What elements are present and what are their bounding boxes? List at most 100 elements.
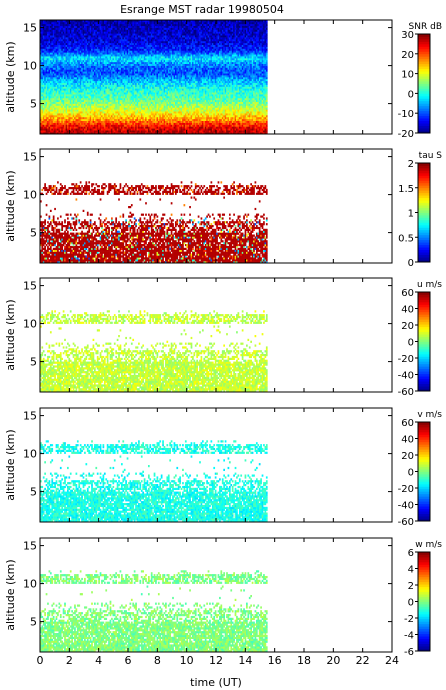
heatmap-cell [138,88,140,91]
heatmap-cell [130,86,133,89]
heatmap-cell [192,107,194,110]
heatmap-cell [204,99,207,102]
heatmap-cell [187,90,190,93]
heatmap-cell [257,88,260,91]
heatmap-cell [68,124,71,127]
heatmap-cell [75,122,78,125]
heatmap-cell [264,132,267,135]
heatmap-cell [108,84,110,87]
heatmap-cell [243,103,245,106]
heatmap-cell [40,120,42,123]
heatmap-cell [152,122,154,125]
heatmap-cell [162,97,164,101]
heatmap-cell [40,107,42,110]
heatmap-cell [247,88,250,91]
heatmap-cell [219,111,221,114]
heatmap-cell [86,132,89,135]
heatmap-cell [184,118,187,121]
heatmap-cell [81,94,83,97]
heatmap-cell [81,97,83,101]
heatmap-cell [179,94,181,97]
heatmap-cell [253,118,255,121]
heatmap-cell [220,86,223,89]
heatmap-cell [92,132,95,135]
heatmap-cell [72,92,75,95]
heatmap-cell [55,94,58,97]
heatmap-cell [265,126,268,129]
heatmap-cell [211,105,214,108]
heatmap-cell [213,120,216,123]
heatmap-cell [128,99,130,102]
heatmap-cell [132,103,135,106]
heatmap-cell [42,109,45,112]
heatmap-cell [201,109,204,112]
heatmap-cell [162,132,164,135]
heatmap-cell [84,120,86,123]
heatmap-cell [220,96,223,99]
heatmap-cell [201,122,204,125]
heatmap-cell [192,113,194,116]
heatmap-cell [265,132,268,135]
heatmap-cell [251,97,254,101]
heatmap-cell [230,132,233,135]
heatmap-cell [246,132,248,135]
heatmap-cell [150,96,153,99]
heatmap-cell [65,90,68,93]
heatmap-cell [160,130,163,133]
heatmap-cell [165,111,167,114]
heatmap-cell [255,88,258,91]
heatmap-cell [40,96,42,99]
heatmap-cell [82,92,85,95]
heatmap-cell [47,90,49,93]
heatmap-cell [145,126,147,129]
heatmap-cell [209,128,211,131]
heatmap-cell [226,124,228,127]
heatmap-cell [105,132,108,135]
heatmap-cell [253,124,255,127]
heatmap-cell [123,116,126,120]
heatmap-cell [105,111,108,114]
heatmap-cell [217,130,220,133]
heatmap-cell [179,101,181,104]
heatmap-cell [138,115,140,118]
heatmap-cell [216,105,218,108]
heatmap-cell [209,105,211,108]
heatmap-cell [163,88,166,91]
heatmap-cell [129,124,132,127]
heatmap-cell [254,130,257,133]
heatmap-cell [197,99,200,102]
heatmap-cell [106,88,109,91]
heatmap-cell [44,99,46,102]
heatmap-cell [41,116,44,120]
heatmap-cell [140,86,143,89]
heatmap-cell [223,109,226,112]
heatmap-cell [213,115,216,118]
heatmap-cell [99,116,102,120]
heatmap-cell [69,109,72,112]
heatmap-cell [174,107,177,110]
heatmap-cell [204,128,207,131]
heatmap-cell [207,122,210,125]
heatmap-cell [243,116,245,120]
heatmap-cell [169,118,172,121]
heatmap-cell [120,111,123,114]
heatmap-cell [147,115,150,118]
heatmap-cell [204,86,207,89]
heatmap-cell [118,97,120,101]
heatmap-cell [207,126,210,129]
heatmap-cell [126,120,129,123]
heatmap-cell [258,92,261,95]
heatmap-cell [187,109,190,112]
heatmap-cell [187,99,190,102]
heatmap-cell [81,120,83,123]
heatmap-cell [192,124,194,127]
heatmap-cell [57,90,59,93]
heatmap-cell [55,92,58,95]
heatmap-cell [111,126,113,129]
heatmap-cell [42,115,45,118]
heatmap-cell [102,116,105,120]
heatmap-cell [138,97,140,101]
heatmap-cell [128,126,130,129]
heatmap-cell [221,113,224,116]
